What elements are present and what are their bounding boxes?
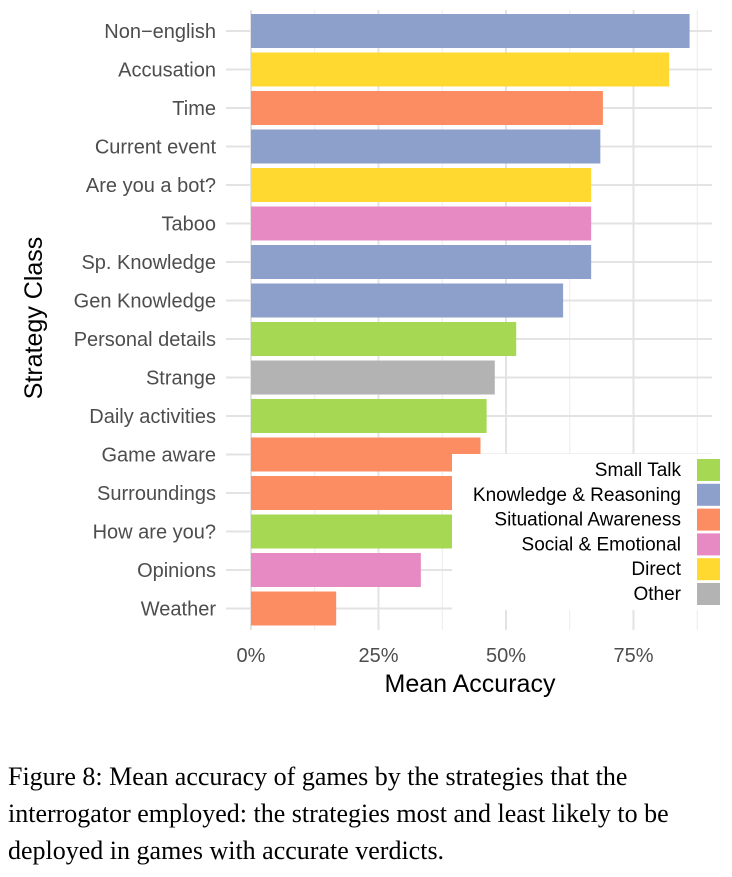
y-axis-title: Strategy Class <box>20 237 48 400</box>
legend-swatch <box>697 558 720 581</box>
y-tick-label: Personal details <box>74 329 216 351</box>
legend-label: Direct <box>631 559 681 580</box>
bar <box>251 52 670 87</box>
bar <box>251 360 495 395</box>
y-tick-label: Strange <box>146 368 216 390</box>
figure-caption: Figure 8: Mean accuracy of games by the … <box>8 762 669 865</box>
legend-swatch <box>697 583 720 605</box>
y-tick-label: Current event <box>95 137 217 159</box>
y-tick-label: How are you? <box>93 522 216 544</box>
bar <box>251 245 592 279</box>
y-tick-labels: Non−english Accusation Time Current event Ar… <box>74 21 217 621</box>
legend-label: Small Talk <box>595 460 682 481</box>
legend-swatch <box>697 508 720 531</box>
bar <box>251 437 481 472</box>
x-axis-title: Mean Accuracy <box>385 670 556 698</box>
x-tick-label: 0% <box>237 645 266 667</box>
y-tick-label: Non−english <box>104 21 216 43</box>
legend-swatch <box>697 483 720 506</box>
y-tick-label: Taboo <box>162 214 217 236</box>
bar <box>251 476 455 510</box>
bar <box>251 399 487 433</box>
y-tick-label: Daily activities <box>89 406 216 428</box>
y-tick-label: Gen Knowledge <box>74 291 216 313</box>
bar <box>251 322 517 356</box>
legend-background <box>452 454 722 610</box>
y-tick-label: Game aware <box>102 445 217 467</box>
bar <box>251 514 455 549</box>
y-tick-label: Surroundings <box>97 483 216 505</box>
y-tick-label: Weather <box>141 599 217 621</box>
bar <box>251 14 690 48</box>
bars <box>251 14 690 626</box>
bar <box>251 129 601 164</box>
strategy-accuracy-chart: Non−english Accusation Time Current event Ar… <box>20 10 722 698</box>
x-tick-label: 25% <box>358 645 398 667</box>
legend-label: Social & Emotional <box>522 534 681 555</box>
legend-label: Knowledge & Reasoning <box>473 485 681 506</box>
y-tick-label: Are you a bot? <box>86 175 216 197</box>
x-tick-labels: 0% 25% 50% 75% <box>237 645 654 667</box>
bar <box>251 168 592 202</box>
y-tick-label: Accusation <box>118 60 216 82</box>
bar <box>251 206 592 241</box>
y-tick-label: Sp. Knowledge <box>81 252 216 274</box>
y-tick-label: Opinions <box>137 560 216 582</box>
legend-swatch <box>697 459 720 481</box>
bar <box>251 91 603 125</box>
legend-swatch <box>697 533 720 556</box>
y-tick-label: Time <box>172 98 216 120</box>
x-tick-label: 50% <box>486 645 526 667</box>
bar <box>251 283 564 318</box>
x-tick-label: 75% <box>613 645 653 667</box>
legend-label: Other <box>633 584 681 605</box>
legend-label: Situational Awareness <box>494 510 681 531</box>
legend: Small Talk Knowledge & Reasoning Situation… <box>452 454 722 610</box>
bar <box>251 591 337 626</box>
bar <box>251 553 421 587</box>
